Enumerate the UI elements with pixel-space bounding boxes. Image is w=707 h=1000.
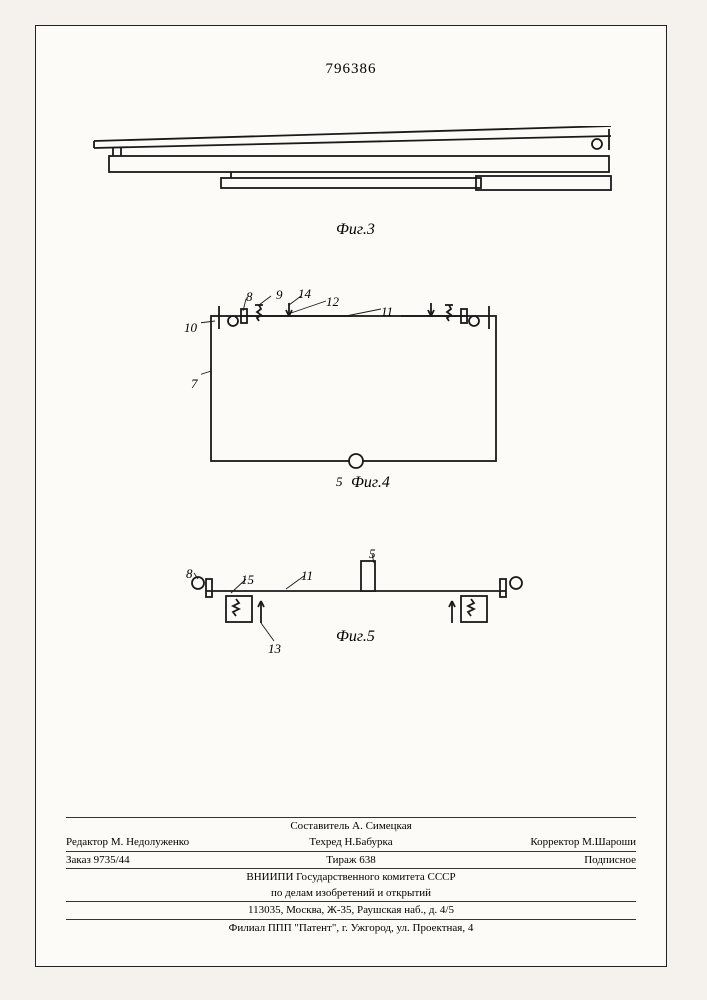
fig5-n13: 13 <box>268 641 281 657</box>
subscription: Подписное <box>446 853 636 867</box>
tech-name: Н.Бабурка <box>344 836 392 848</box>
address-1: 113035, Москва, Ж-35, Раушская наб., д. … <box>66 902 636 919</box>
tirazh-value: 638 <box>359 854 376 866</box>
address-2: Филиал ППП "Патент", г. Ужгород, ул. Про… <box>66 920 636 936</box>
org-line-2: по делам изобретений и открытий <box>66 885 636 902</box>
fig5-n15: 15 <box>241 572 254 588</box>
patent-number: 796386 <box>326 61 377 78</box>
org-line-1: ВНИИПИ Государственного комитета СССР <box>66 869 636 885</box>
editor-name: М. Недолуженко <box>111 836 189 848</box>
order-value: 9735/44 <box>94 854 130 866</box>
figure-3 <box>91 126 621 216</box>
tech-label: Техред <box>309 836 341 848</box>
fig4-n10: 10 <box>184 320 197 336</box>
fig3-label: Фиг.3 <box>336 221 375 239</box>
editor-label: Редактор <box>66 836 108 848</box>
fig5-n11: 11 <box>301 568 313 584</box>
fig4-n5: 5 <box>336 474 343 490</box>
fig4-n12: 12 <box>326 294 339 310</box>
corrector-name: М.Шароши <box>582 836 636 848</box>
fig4-n11: 11 <box>381 304 393 320</box>
corrector-label: Корректор <box>530 836 579 848</box>
footer-block: Составитель А. Симецкая Редактор М. Недо… <box>66 817 636 936</box>
fig5-n5: 5 <box>369 546 376 562</box>
fig4-n9: 9 <box>276 287 283 303</box>
figure-4 <box>201 291 511 491</box>
tirazh-label: Тираж <box>326 854 356 866</box>
fig5-label: Фиг.5 <box>336 628 375 646</box>
page-frame: 796386 Фиг.3 <box>35 25 667 967</box>
compiler-label: Составитель <box>290 819 349 833</box>
fig5-n8: 8 <box>186 566 193 582</box>
fig4-n8: 8 <box>246 289 253 305</box>
order-label: Заказ <box>66 854 91 866</box>
compiler-name: А. Симецкая <box>352 819 412 833</box>
fig4-n7: 7 <box>191 376 198 392</box>
fig4-n14: 14 <box>298 286 311 302</box>
fig4-label: Фиг.4 <box>351 474 390 492</box>
